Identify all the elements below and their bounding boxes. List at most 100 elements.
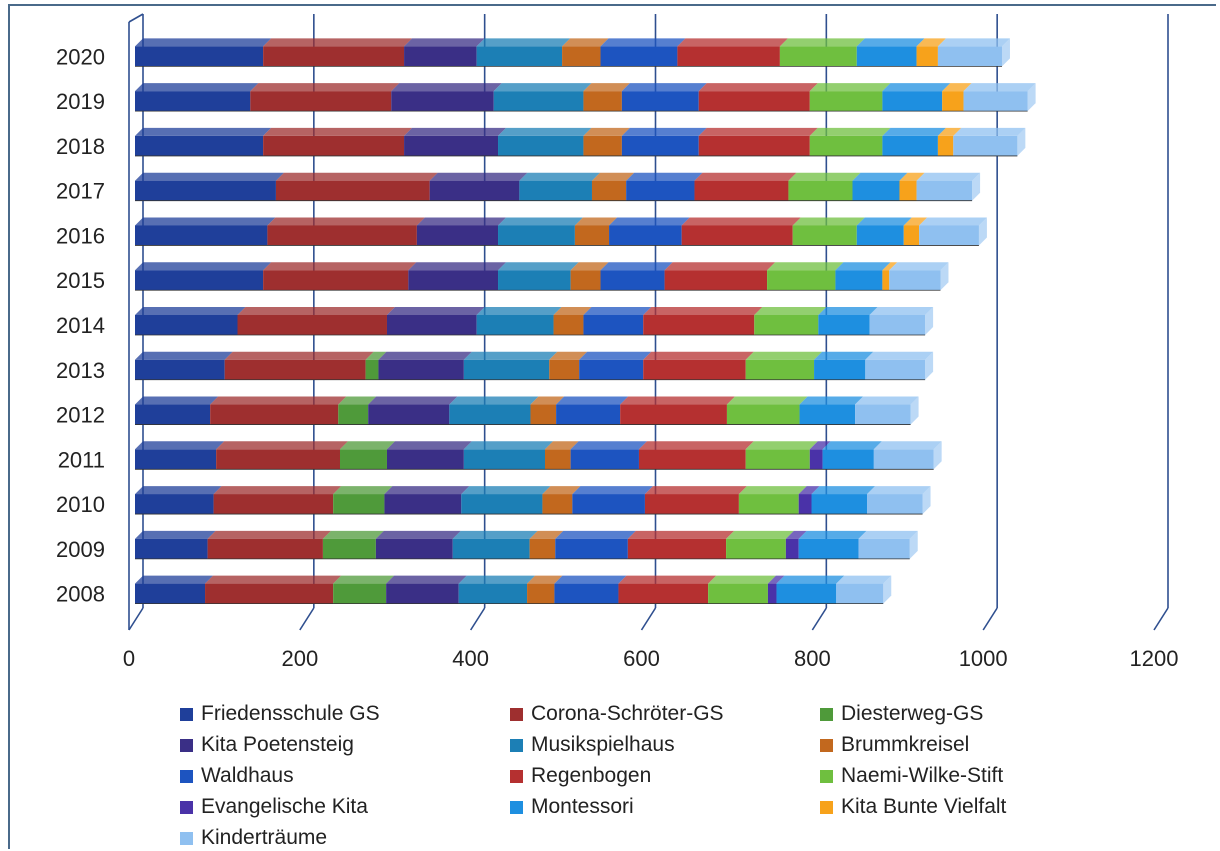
bar-segment (449, 404, 531, 425)
bar-segment (754, 315, 819, 335)
category-label: 2010 (56, 492, 105, 517)
bar-segment-top (869, 307, 934, 315)
bar-segment (404, 135, 499, 156)
bar-segment (889, 270, 941, 291)
bar-segment (818, 315, 870, 335)
bar-segment (792, 225, 857, 246)
bar-segment (555, 538, 628, 559)
gridline-floor (811, 607, 828, 631)
bar-segment-top (135, 307, 246, 315)
bar-segment-top (555, 530, 636, 539)
bar-segment (644, 494, 739, 515)
bar-segment (461, 494, 543, 515)
bar-segment (579, 359, 644, 380)
bar-segment-top (384, 486, 470, 495)
bar-segment (852, 180, 900, 201)
bar-segment-top (135, 486, 222, 495)
bar-end-face (883, 575, 892, 604)
bar-segment-top (224, 351, 374, 360)
bar-segment-top (937, 127, 962, 136)
bar-segment (809, 91, 883, 112)
bar-segment (694, 180, 789, 201)
bar-segment-top (135, 441, 225, 450)
x-tick-label: 800 (794, 646, 831, 671)
stacked-bar-chart: 0 200 400 600 800 1000 1200 2020 2019 2018 2017 201… (56, 13, 1179, 671)
legend-item: Brummkreisel (820, 733, 969, 757)
bar-segment (386, 449, 464, 470)
bar-segment-top (785, 530, 807, 539)
bar-segment-top (135, 530, 216, 539)
bar-end-face (925, 351, 934, 380)
bar-segment-top (798, 486, 820, 495)
legend-swatch (820, 769, 833, 783)
legend-label: Naemi-Wilke-Stift (841, 764, 1004, 787)
bar-segment (916, 180, 973, 201)
bar-segment-top (210, 396, 347, 405)
bar-segment-top (809, 127, 891, 136)
bar-segment (745, 359, 815, 380)
bar-segment (858, 538, 910, 559)
bar-segment (600, 270, 665, 291)
bar-segment-top (135, 38, 272, 47)
legend-label: Friedensschule GS (201, 702, 380, 725)
bar-segment-top (135, 217, 276, 226)
bar-segment (726, 404, 800, 425)
bar-segment (600, 46, 678, 67)
bar-segment-top (333, 575, 395, 584)
legend-label: Diesterweg-GS (841, 702, 984, 725)
bar-segment (135, 583, 206, 604)
bar-segment-top (600, 262, 673, 271)
legend-swatch (180, 800, 193, 814)
bar-segment (338, 404, 369, 425)
bar-segment (391, 91, 494, 112)
category-label: 2017 (56, 179, 105, 204)
bar-segment-top (873, 441, 942, 450)
legend-label: Montessori (531, 795, 634, 818)
bar-segment-top (754, 307, 827, 315)
bar-segment (365, 359, 379, 380)
bar-segment (609, 225, 682, 246)
legend-swatch (820, 738, 833, 752)
legend-swatch (510, 800, 523, 814)
bar-segment-top (365, 351, 387, 360)
bar-segment-top (591, 172, 635, 181)
x-tick-label: 1200 (1130, 646, 1179, 671)
bar-segment (779, 46, 857, 67)
bar-segment-top (529, 530, 564, 539)
bar-segment (207, 538, 323, 559)
bar-segment (726, 538, 786, 559)
bar-segment-top (698, 127, 818, 136)
bar-end-face (972, 172, 981, 201)
bar-segment (386, 583, 459, 604)
bar-segment-top (386, 575, 467, 584)
bar-segment-top (498, 127, 592, 136)
legend-item: Kita Bunte Vielfalt (820, 795, 1006, 819)
bar-segment (463, 359, 550, 380)
bar-segment-top (942, 83, 972, 92)
x-tick-label: 600 (623, 646, 660, 671)
bar-segment-top (882, 127, 946, 136)
legend-swatch (820, 800, 833, 814)
legend-item: Diesterweg-GS (820, 702, 983, 726)
bar-segment-top (135, 172, 284, 181)
bar-segment-top (882, 83, 951, 92)
bar-segment-top (574, 217, 618, 226)
bar-segment (213, 494, 334, 515)
legend-item: Evangelische Kita (180, 795, 368, 819)
bar-segment-top (583, 83, 630, 92)
bar-segment-top (338, 396, 377, 405)
bar-segment (583, 91, 622, 112)
bar-segment-top (779, 38, 865, 47)
bar-segment (583, 315, 644, 335)
bar-segment (767, 583, 777, 604)
bar-segment-top (937, 38, 1010, 47)
bar-segment (408, 270, 499, 291)
bar-segment-top (698, 83, 818, 92)
legend-item: Kinderträume (180, 826, 327, 850)
bar-segment (865, 359, 926, 380)
bar-segment-top (572, 486, 653, 495)
bar-segment-top (404, 38, 485, 47)
bar-segment (135, 404, 211, 425)
bar-segment (638, 449, 746, 470)
legend-label: Musikspielhaus (531, 733, 675, 756)
